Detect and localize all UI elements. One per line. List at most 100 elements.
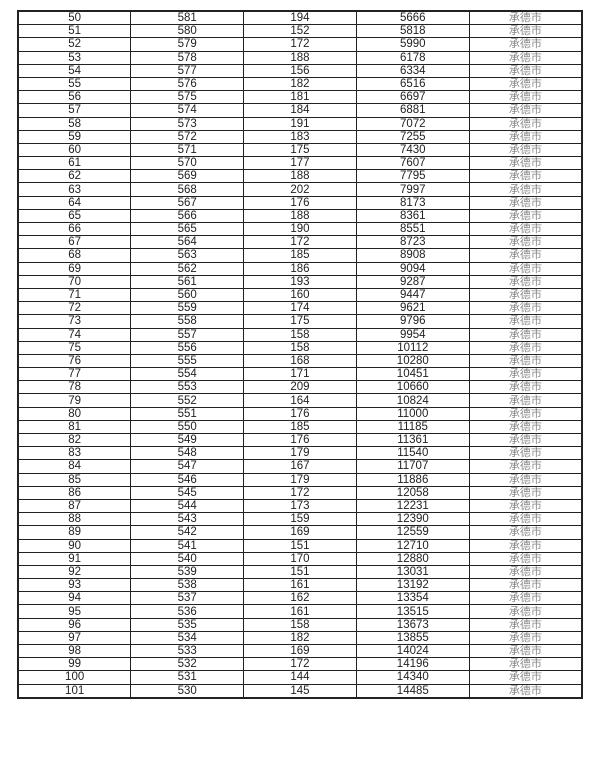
rank-cell: 57 bbox=[17, 103, 132, 118]
score-cell: 546 bbox=[130, 472, 245, 487]
city-cell: 承德市 bbox=[468, 498, 583, 514]
city-cell: 承德市 bbox=[468, 182, 583, 197]
rank-cell: 51 bbox=[17, 24, 132, 39]
score-cell: 532 bbox=[130, 657, 245, 672]
count-cell: 175 bbox=[243, 314, 357, 329]
count-cell: 176 bbox=[243, 432, 357, 448]
rank-cell: 78 bbox=[17, 380, 132, 395]
count-cell: 169 bbox=[243, 525, 357, 540]
rank-cell: 77 bbox=[17, 367, 132, 382]
rank-cell: 53 bbox=[17, 50, 132, 65]
cumulative-cell: 6881 bbox=[355, 103, 470, 118]
cumulative-cell: 10280 bbox=[355, 353, 470, 369]
count-cell: 160 bbox=[243, 287, 357, 303]
cumulative-cell: 10660 bbox=[355, 380, 470, 395]
table-row: 53 578 188 6178 承德市 bbox=[17, 50, 583, 65]
city-cell: 承德市 bbox=[468, 564, 583, 580]
cumulative-cell: 9094 bbox=[355, 261, 470, 276]
cumulative-cell: 8908 bbox=[355, 248, 470, 263]
count-cell: 185 bbox=[243, 248, 357, 263]
score-cell: 549 bbox=[130, 432, 245, 448]
rank-cell: 87 bbox=[17, 498, 132, 514]
table-row: 61 570 177 7607 承德市 bbox=[17, 156, 583, 171]
rank-cell: 85 bbox=[17, 472, 132, 487]
table-row: 72 559 174 9621 承德市 bbox=[17, 301, 583, 316]
table-row: 86 545 172 12058 承德市 bbox=[17, 485, 583, 500]
rank-cell: 101 bbox=[17, 683, 132, 699]
table-row: 91 540 170 12880 承德市 bbox=[17, 551, 583, 566]
count-cell: 184 bbox=[243, 103, 357, 118]
cumulative-cell: 9621 bbox=[355, 301, 470, 316]
city-cell: 承德市 bbox=[468, 248, 583, 263]
table-row: 63 568 202 7997 承德市 bbox=[17, 182, 583, 197]
rank-cell: 63 bbox=[17, 182, 132, 197]
city-cell: 承德市 bbox=[468, 261, 583, 276]
score-cell: 571 bbox=[130, 142, 245, 158]
cumulative-cell: 13354 bbox=[355, 591, 470, 606]
score-cell: 569 bbox=[130, 169, 245, 184]
rank-cell: 69 bbox=[17, 261, 132, 276]
cumulative-cell: 5818 bbox=[355, 24, 470, 39]
rank-cell: 70 bbox=[17, 274, 132, 289]
score-cell: 560 bbox=[130, 287, 245, 303]
score-cell: 556 bbox=[130, 340, 245, 355]
score-cell: 543 bbox=[130, 512, 245, 527]
cumulative-cell: 6334 bbox=[355, 63, 470, 78]
score-cell: 574 bbox=[130, 103, 245, 118]
count-cell: 172 bbox=[243, 485, 357, 500]
city-cell: 承德市 bbox=[468, 683, 583, 699]
table-row: 96 535 158 13673 承德市 bbox=[17, 617, 583, 632]
rank-cell: 86 bbox=[17, 485, 132, 500]
rank-cell: 96 bbox=[17, 617, 132, 632]
table-row: 52 579 172 5990 承德市 bbox=[17, 37, 583, 52]
score-cell: 567 bbox=[130, 195, 245, 210]
rank-cell: 94 bbox=[17, 591, 132, 606]
count-cell: 181 bbox=[243, 90, 357, 105]
city-cell: 承德市 bbox=[468, 551, 583, 566]
score-cell: 559 bbox=[130, 301, 245, 316]
rank-cell: 61 bbox=[17, 156, 132, 171]
count-cell: 185 bbox=[243, 419, 357, 435]
city-cell: 承德市 bbox=[468, 367, 583, 382]
count-cell: 158 bbox=[243, 617, 357, 632]
city-cell: 承德市 bbox=[468, 37, 583, 52]
count-cell: 161 bbox=[243, 604, 357, 619]
city-cell: 承德市 bbox=[468, 512, 583, 527]
cumulative-cell: 14196 bbox=[355, 657, 470, 672]
rank-cell: 79 bbox=[17, 393, 132, 408]
score-cell: 535 bbox=[130, 617, 245, 632]
count-cell: 161 bbox=[243, 578, 357, 593]
count-cell: 182 bbox=[243, 630, 357, 646]
count-cell: 172 bbox=[243, 235, 357, 250]
count-cell: 193 bbox=[243, 274, 357, 289]
count-cell: 186 bbox=[243, 261, 357, 276]
cumulative-cell: 8361 bbox=[355, 208, 470, 224]
count-cell: 202 bbox=[243, 182, 357, 197]
table-row: 84 547 167 11707 承德市 bbox=[17, 459, 583, 474]
score-cell: 536 bbox=[130, 604, 245, 619]
cumulative-cell: 6516 bbox=[355, 76, 470, 92]
count-cell: 158 bbox=[243, 340, 357, 355]
table-row: 50 581 194 5666 承德市 bbox=[17, 10, 583, 26]
city-cell: 承德市 bbox=[468, 50, 583, 65]
cumulative-cell: 5990 bbox=[355, 37, 470, 52]
rank-cell: 83 bbox=[17, 446, 132, 461]
city-cell: 承德市 bbox=[468, 472, 583, 487]
rank-cell: 64 bbox=[17, 195, 132, 210]
score-cell: 555 bbox=[130, 353, 245, 369]
city-cell: 承德市 bbox=[468, 446, 583, 461]
score-cell: 570 bbox=[130, 156, 245, 171]
cumulative-cell: 8173 bbox=[355, 195, 470, 210]
rank-cell: 52 bbox=[17, 37, 132, 52]
score-cell: 531 bbox=[130, 670, 245, 685]
table-row: 88 543 159 12390 承德市 bbox=[17, 512, 583, 527]
city-cell: 承德市 bbox=[468, 142, 583, 158]
city-cell: 承德市 bbox=[468, 314, 583, 329]
cumulative-cell: 8551 bbox=[355, 221, 470, 237]
table-row: 92 539 151 13031 承德市 bbox=[17, 564, 583, 580]
cumulative-cell: 10112 bbox=[355, 340, 470, 355]
count-cell: 177 bbox=[243, 156, 357, 171]
table-row: 93 538 161 13192 承德市 bbox=[17, 578, 583, 593]
city-cell: 承德市 bbox=[468, 340, 583, 355]
table-row: 94 537 162 13354 承德市 bbox=[17, 591, 583, 606]
